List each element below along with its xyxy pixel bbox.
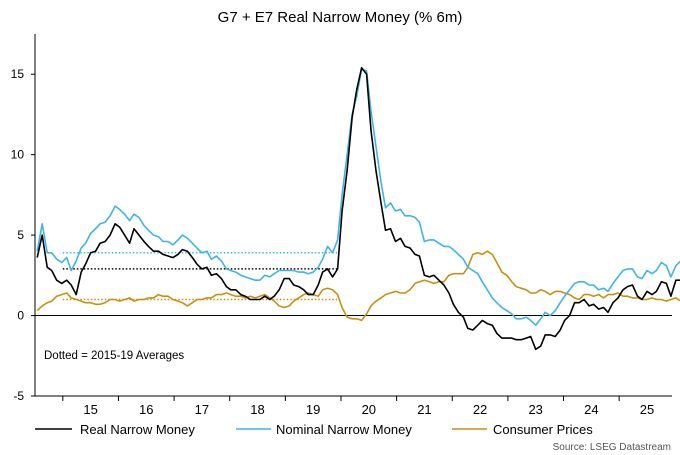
series-line-consumer-prices bbox=[36, 250, 680, 322]
x-tick-label: 17 bbox=[195, 402, 209, 417]
source-note: Source: LSEG Datastream bbox=[553, 442, 671, 453]
x-tick-label: 22 bbox=[473, 402, 487, 417]
series-line-nominal-narrow-money bbox=[36, 68, 680, 327]
x-tick-label: 20 bbox=[362, 402, 376, 417]
x-tick-label: 25 bbox=[640, 402, 654, 417]
x-tick-label: 15 bbox=[83, 402, 97, 417]
y-tick-label: 5 bbox=[17, 228, 24, 242]
x-tick-label: 24 bbox=[584, 402, 598, 417]
plot-area: -5 0 5 10 15 15 16 17 18 19 20 21 22 23 24 25 bbox=[11, 34, 680, 417]
x-tick-label: 23 bbox=[528, 402, 542, 417]
x-tick-label: 16 bbox=[139, 402, 153, 417]
legend-label-real-narrow-money: Real Narrow Money bbox=[80, 422, 195, 437]
legend-label-consumer-prices: Consumer Prices bbox=[493, 422, 593, 437]
y-tick-label: 0 bbox=[17, 309, 24, 323]
legend: Real Narrow Money Nominal Narrow Money C… bbox=[35, 422, 593, 437]
series-line-real-narrow-money bbox=[36, 67, 680, 351]
chart-title: G7 + E7 Real Narrow Money (% 6m) bbox=[218, 9, 463, 26]
y-tick-label: 10 bbox=[11, 148, 25, 162]
legend-label-nominal-narrow-money: Nominal Narrow Money bbox=[276, 422, 412, 437]
annotation-text: Dotted = 2015-19 Averages bbox=[44, 350, 184, 362]
y-tick-label: -5 bbox=[13, 389, 24, 403]
y-tick-label: 15 bbox=[11, 67, 25, 81]
x-tick-label: 18 bbox=[250, 402, 264, 417]
x-tick-label: 19 bbox=[306, 402, 320, 417]
x-tick-label: 21 bbox=[417, 402, 431, 417]
